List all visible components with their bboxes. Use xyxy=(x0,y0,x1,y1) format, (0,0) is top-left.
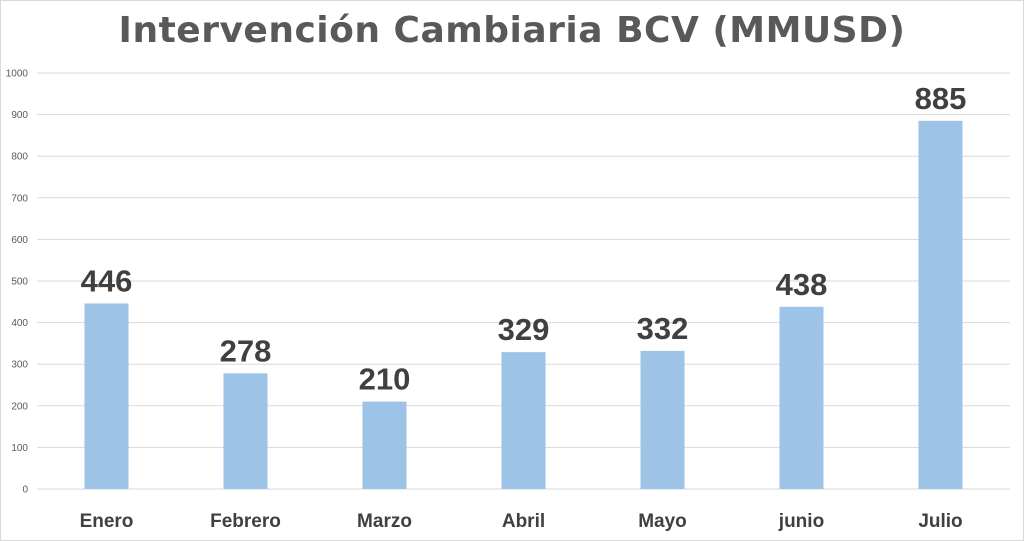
y-tick-label: 500 xyxy=(11,277,28,288)
data-labels: 446 278 210 329 332 438 885 xyxy=(81,81,967,397)
bars xyxy=(84,120,963,489)
x-tick-label: junio xyxy=(778,511,824,532)
y-tick-label: 100 xyxy=(11,443,28,454)
data-label: 446 xyxy=(81,263,133,298)
bar-junio xyxy=(779,306,824,489)
y-tick-label: 900 xyxy=(11,110,28,121)
bar-julio xyxy=(918,120,963,489)
data-label: 885 xyxy=(915,81,967,116)
chart-title: Intervención Cambiaria BCV (MMUSD) xyxy=(118,10,906,51)
y-tick-label: 800 xyxy=(11,152,28,163)
y-tick-label: 1000 xyxy=(6,69,29,80)
bar-mayo xyxy=(640,350,685,489)
y-tick-label: 0 xyxy=(22,485,28,496)
gridlines xyxy=(37,72,1010,490)
y-tick-label: 200 xyxy=(11,401,28,412)
y-tick-label: 400 xyxy=(11,318,28,329)
bar-febrero xyxy=(223,373,268,489)
bar-abril xyxy=(501,352,546,489)
data-label: 278 xyxy=(220,333,272,368)
x-axis: Enero Febrero Marzo Abril Mayo junio Julio xyxy=(80,511,963,532)
data-label: 438 xyxy=(776,267,828,302)
data-label: 210 xyxy=(359,362,411,397)
data-label: 332 xyxy=(637,311,689,346)
bar-marzo xyxy=(362,401,407,489)
x-tick-label: Abril xyxy=(502,511,545,532)
y-tick-label: 300 xyxy=(11,360,28,371)
x-tick-label: Mayo xyxy=(638,511,687,532)
bar-enero xyxy=(84,303,129,489)
data-label: 329 xyxy=(498,312,550,347)
x-tick-label: Febrero xyxy=(210,511,281,532)
x-tick-label: Marzo xyxy=(357,511,412,532)
y-tick-label: 700 xyxy=(11,193,28,204)
x-tick-label: Enero xyxy=(80,511,134,532)
y-tick-label: 600 xyxy=(11,235,28,246)
y-axis: 0 100 200 300 400 500 600 700 800 900 1000 xyxy=(6,69,29,496)
x-tick-label: Julio xyxy=(918,511,962,532)
